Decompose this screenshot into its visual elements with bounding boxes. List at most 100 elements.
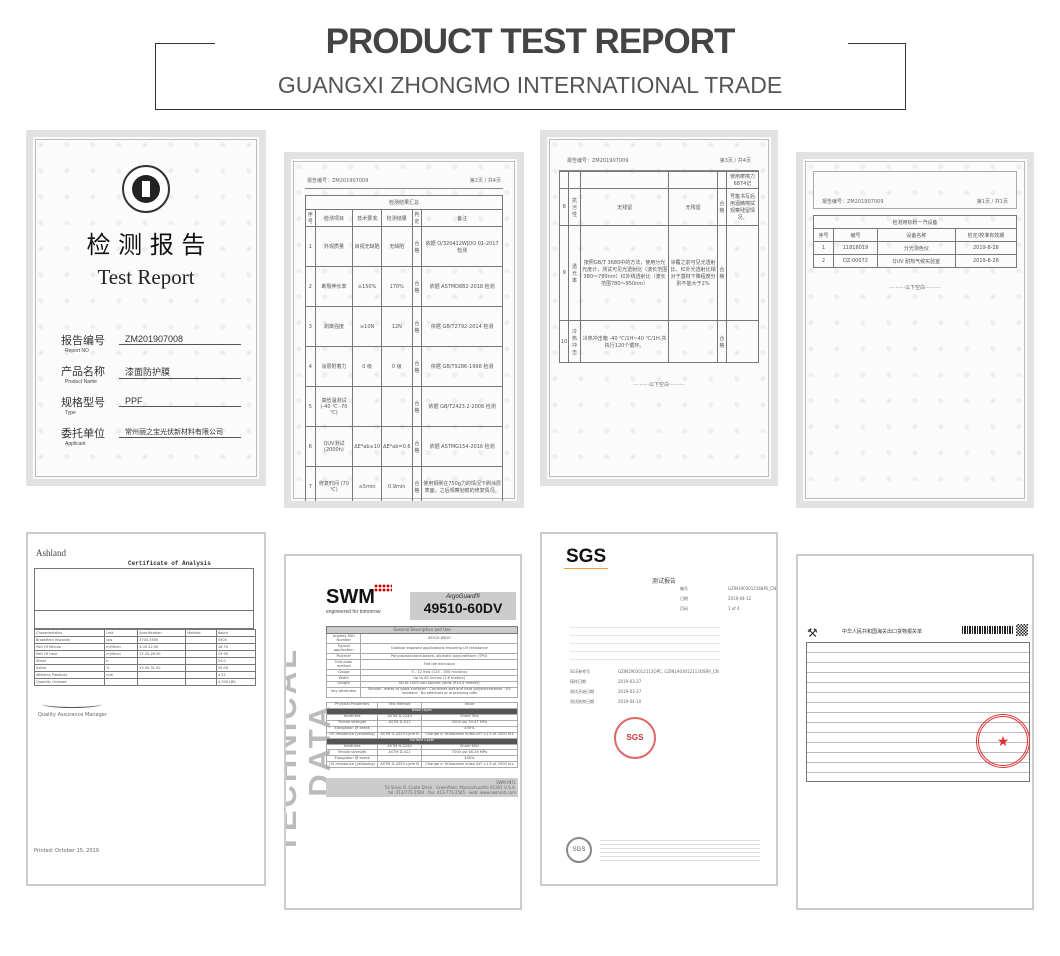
info-label: 接样日期 [570, 679, 586, 684]
report-number: 报告编号：ZM201907009 [822, 199, 884, 205]
table-cell: 2 [305, 266, 316, 307]
table-cell: 高低温测试 (-40 ℃ -70 ℃) [314, 386, 354, 427]
table-cell [726, 225, 759, 321]
table-cell: QUV测试 (2000h) [314, 426, 354, 467]
header-frame-line [848, 43, 906, 44]
table-cell: UV resistance (yellowing) [325, 761, 379, 769]
table-cell: ≥10N [352, 306, 383, 347]
table-cell: Polymer [325, 653, 362, 661]
end-of-page-note: ··········以下空白·········· [633, 382, 685, 388]
table-cell: Polycaprolactone-based, aliphatic polyur… [360, 653, 518, 661]
table-cell: Flat die extrusion [360, 659, 518, 671]
table-cell: 无缺陷 [381, 226, 413, 267]
cover-field: 委托单位 Applicant 常州丽之宝光伏新材料有限公司 [61, 425, 241, 456]
table-cell: 剥离强度 [314, 306, 354, 347]
table-cell: Outdoor exposed applications requiring U… [360, 643, 518, 655]
table-header-row: 序号 检测项目 技术要求 检测结果 判定 备注 [305, 209, 503, 227]
table-cell: 依据 GB/T9286-1998 检测 [421, 346, 503, 387]
printed-date: Printed: October 15, 2019 [34, 848, 99, 854]
table-cell [104, 678, 139, 686]
table-cell: 19.90 [215, 650, 257, 658]
sgs-logo: SGS [564, 546, 609, 569]
table-cell: 无残留 [579, 188, 670, 226]
swm-technical-data-sheet[interactable]: TECHNICAL DATA SWM engineered for tomorr… [284, 554, 522, 910]
page-title: PRODUCT TEST REPORT [325, 22, 736, 61]
report-number: 报告编号：ZM201907009 [307, 178, 369, 184]
field-value: ZM201907008 [119, 334, 241, 345]
table-cell: 抗污性 [568, 188, 581, 226]
table-cell: Solids [33, 664, 106, 672]
table-cell: 0.9min [381, 466, 413, 501]
table-cell: 10 [558, 320, 570, 363]
table-cell: Williams Plasticity [33, 671, 106, 679]
cover-field: 规格型号 Type PPF [61, 394, 241, 425]
info-label: 测试结束日期 [570, 699, 594, 704]
page-subtitle: GUANGXI ZHONGMO INTERNATIONAL TRADE [277, 72, 783, 98]
table-cell: 合格 [411, 226, 423, 267]
coa-table: Characteristics Unit Specification Method Ba… [33, 629, 257, 686]
column-header: Characteristics [33, 629, 106, 637]
swm-logo-dots-icon [374, 584, 392, 592]
sgs-test-report[interactable]: SGS 测试报告 编号 GZIN1903012168PS_CN 日期 2019-04-… [540, 532, 778, 886]
table-cell: Part Of Hour [33, 650, 106, 658]
table-cell: 合格 [411, 466, 423, 501]
ashland-certificate-of-analysis[interactable]: Ashland Certificate of Analysis Characte… [26, 532, 266, 886]
table-row: Typical application Outdoor exposed appli… [325, 643, 518, 655]
table-cell [137, 657, 187, 665]
table-cell: 依据 GB/T2423.2-2008 检测 [421, 386, 503, 427]
field-label-cn: 报告编号 [61, 334, 105, 347]
table-cell: 依据 ASTMG154-2016 检测 [421, 426, 503, 467]
physical-properties-table: Physical Properties Test Method Value Base … [325, 701, 519, 769]
table-cell: 冷热冲击箱 -40 ℃/1H~40 ℃/1H,共执行120个循环。 [579, 320, 670, 363]
table-cell: Part Of Minute [33, 643, 106, 651]
table-cell: 合格 [411, 346, 423, 387]
column-header: Batch [215, 629, 257, 637]
table-cell [381, 386, 413, 427]
field-label-cn: 产品名称 [61, 365, 105, 378]
table-cell: 16.70 [215, 643, 257, 651]
table-cell: 合格 [411, 386, 423, 427]
table-cell: 合格 [411, 306, 423, 347]
info-row: 测试结束日期 2019-04-10 [570, 699, 719, 709]
page-number: 第3页 / 共4页 [719, 158, 751, 164]
table-cell: cps [104, 636, 139, 644]
table-cell: 29.50-31.50 [137, 664, 187, 672]
test-report-cover[interactable]: 检 测 报 告 Test Report 报告编号 Report NO ZM20190… [26, 130, 266, 486]
table-cell [668, 320, 718, 363]
table-cell [185, 657, 217, 665]
info-row: SGS参考号 GZIN1903012113OPC, GZIN1903012113O… [570, 669, 719, 679]
table-cell: 合格 [411, 266, 423, 307]
table-cell: Typical application [325, 643, 362, 655]
product-brand: ArgoGuard® [446, 594, 480, 600]
column-header: 序号 [812, 228, 835, 242]
table-cell: 15.20-26.50 [137, 650, 187, 658]
general-description-table: General Description and Use Argotec SKU N… [325, 625, 518, 698]
table-cell: 3700-5500 [137, 636, 187, 644]
table-header-row: Characteristics Unit Specification Method Ba… [33, 629, 257, 637]
table-row: Argotec SKU Number 49510-60DV [325, 633, 518, 645]
table-cell: 4 [305, 346, 316, 387]
table-cell: 使用摩擦力6874记 [726, 171, 759, 189]
table-cell: 24.0 [215, 657, 257, 665]
red-customs-stamp-icon: ★ [976, 714, 1030, 768]
test-results-page-3[interactable]: 报告编号：ZM201907009 第3页 / 共4页 使用摩擦力6874记 8 抗污… [540, 130, 778, 486]
table-row: 2 断裂伸长率 ≥150% 170% 合格 依据 ASTMD882-2018 检测 [305, 266, 503, 307]
table-cell [185, 643, 217, 651]
footer-address: 53 Silvio O. Conte Drive · Greenfield, M… [384, 785, 516, 791]
section-title: General Description and Use [326, 625, 518, 635]
customs-emblem-icon: ⚒ [807, 626, 818, 640]
table-cell [568, 171, 581, 189]
info-label: 编号 [680, 586, 688, 591]
cover-field: 产品名称 Product Name 漆面防护膜 [61, 363, 241, 394]
field-value: PPF [119, 396, 241, 407]
customs-export-declaration[interactable]: ⚒ 中华人民共和国海关出口货物报关单 ★ [796, 554, 1034, 910]
equipment-list-page[interactable]: 报告编号：ZM201907009 第1页 / 共1页 检测用标粉一汽设备 序号 编号… [796, 152, 1034, 508]
table-cell: 依据 ASTMD882-2018 检测 [421, 266, 503, 307]
results-table: 检测结果汇总 序号 检测项目 技术要求 检测结果 判定 备注 1 外观质量 目视无缺陷 无缺陷 合格依… [305, 195, 503, 501]
table-caption: 检测结果汇总 [305, 195, 503, 210]
test-results-page-2[interactable]: 报告编号：ZM201907009 第2页 / 共4页 检测结果汇总 序号 检测项目技… [284, 152, 524, 508]
report-number: 报告编号：ZM201907009 [567, 158, 629, 164]
page-number: 第1页 / 共1页 [976, 199, 1008, 205]
table-cell: ASTM D-4329 cycle B [377, 761, 422, 769]
table-cell: 无残留 [668, 188, 718, 226]
